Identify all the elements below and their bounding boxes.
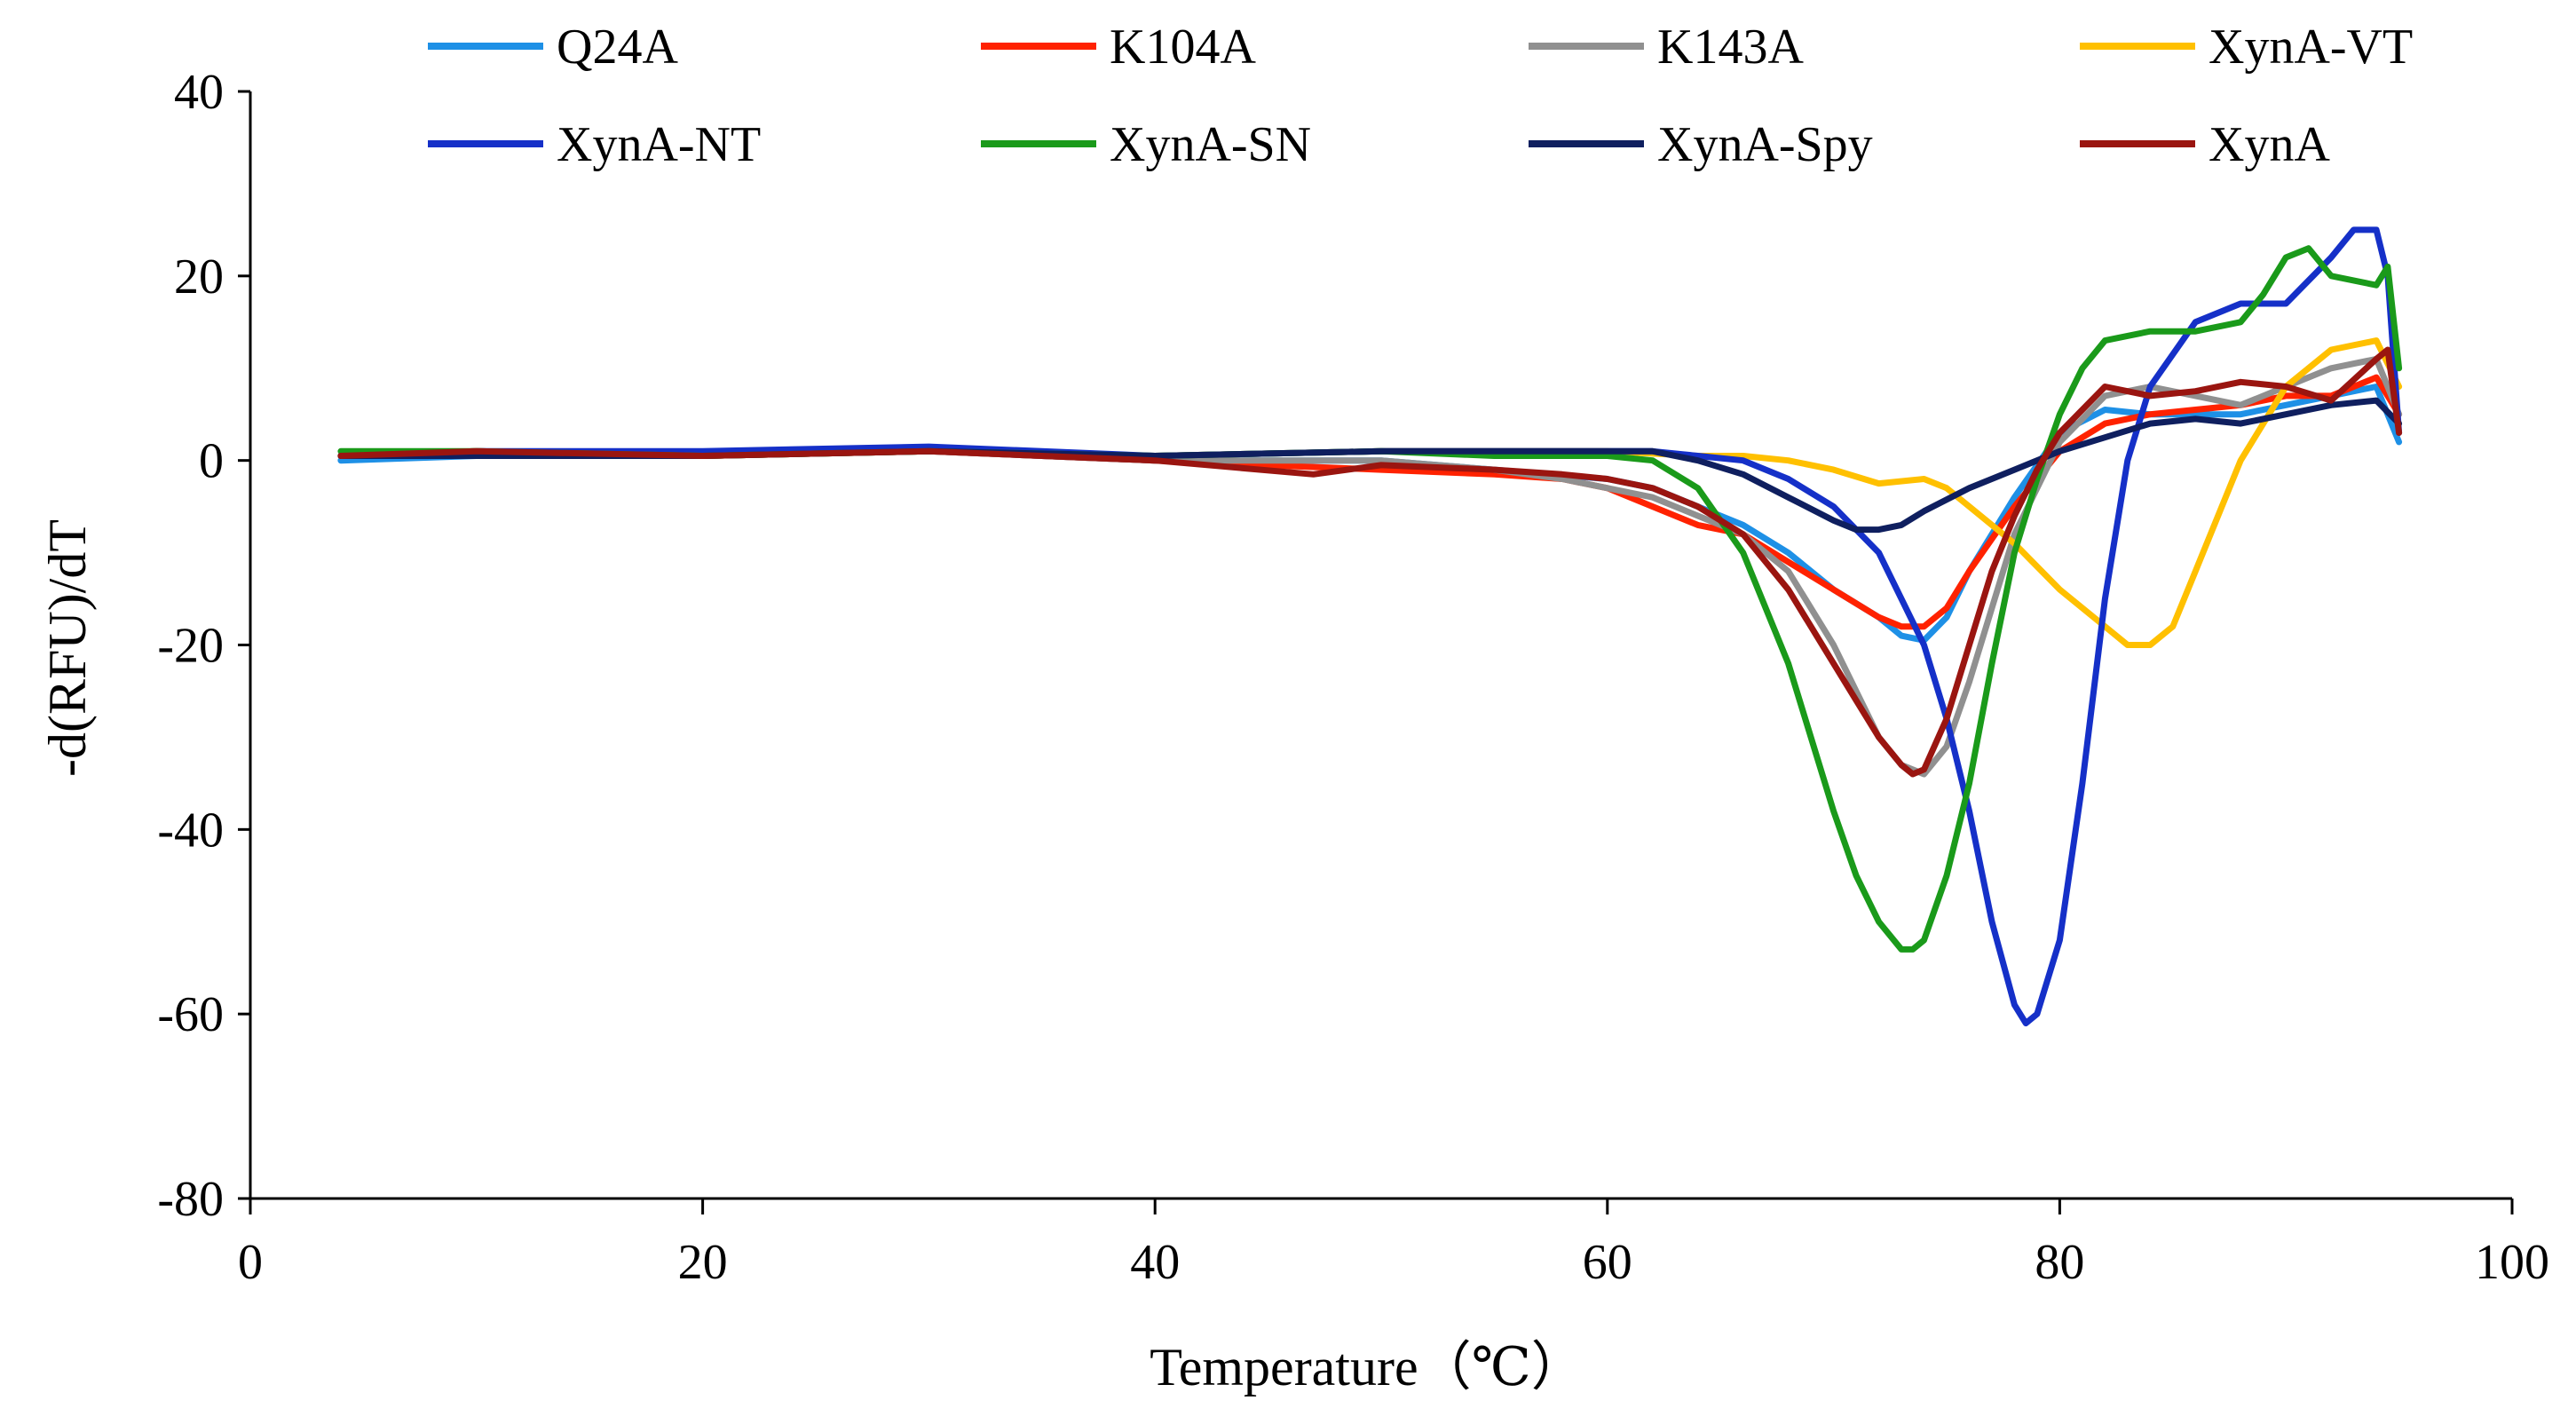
legend-label: K104A [1110,20,1256,75]
legend-label: XynA [2209,117,2330,172]
axes: 40 20 0 -20 -40 -60 -80 0 20 40 60 80 100 [157,65,2549,1290]
legend: Q24A K104A K143A XynA-VT XynA-NT XynA-SN XynA-… [428,20,2413,172]
y-tick-label: -20 [157,619,224,674]
legend-label: XynA-SN [1110,117,1311,172]
series-line-xyna-nt [337,226,2403,1027]
legend-label: XynA-Spy [1657,117,1873,172]
y-tick-label: 0 [199,434,224,489]
y-tick-label: 20 [174,249,224,305]
x-tick-label: 60 [1583,1235,1632,1290]
x-tick-label: 0 [238,1235,263,1290]
series-line-xyna [337,346,2403,778]
series-line-xyna-spy [337,397,2403,534]
legend-label: K143A [1657,20,1804,75]
x-tick-label: 20 [678,1235,728,1290]
x-tick-label: 80 [2035,1235,2084,1290]
y-tick-label: -60 [157,987,224,1042]
series-line-xyna-sn [337,245,2403,953]
series-lines [337,226,2403,1027]
x-tick-label: 100 [2475,1235,2549,1290]
x-tick-label: 40 [1130,1235,1180,1290]
series-line-k104a [337,374,2403,630]
y-tick-label: 40 [174,65,224,120]
y-tick-label: -80 [157,1172,224,1227]
legend-label: XynA-VT [2209,20,2413,75]
y-tick-label: -40 [157,803,224,858]
legend-label: XynA-NT [557,117,761,172]
x-axis-title: Temperature（℃） [1150,1338,1584,1396]
series-line-q24a [337,384,2403,644]
y-axis-title: -d(RFU)/dT [38,519,97,777]
legend-label: Q24A [557,20,678,75]
series-line-xyna-vt [337,337,2403,648]
